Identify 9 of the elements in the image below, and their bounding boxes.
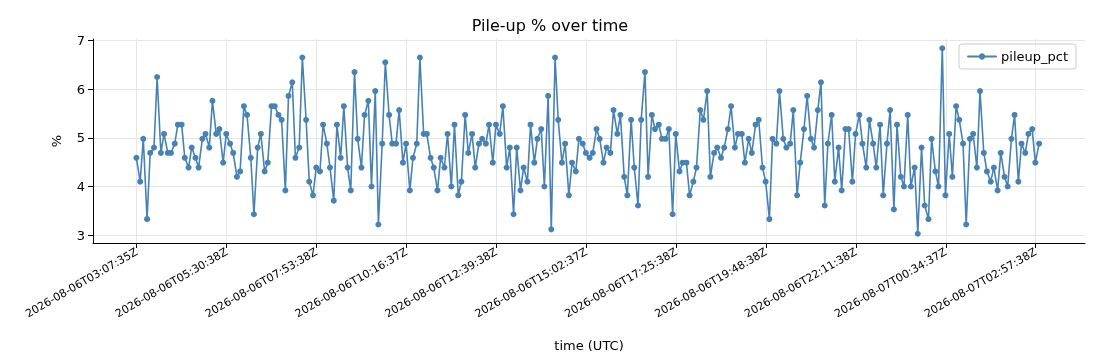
legend-label: pileup_pct xyxy=(1001,49,1069,64)
y-tick-label: 6 xyxy=(76,81,85,97)
y-axis-title: % xyxy=(49,134,64,148)
y-tick-label: 3 xyxy=(76,227,85,243)
chart-title: Pile-up % over time xyxy=(471,15,629,35)
x-axis-title: time (UTC) xyxy=(554,338,624,353)
y-tick-label: 5 xyxy=(76,130,85,146)
y-tick-label: 7 xyxy=(76,32,85,48)
y-tick-label: 4 xyxy=(76,179,85,195)
